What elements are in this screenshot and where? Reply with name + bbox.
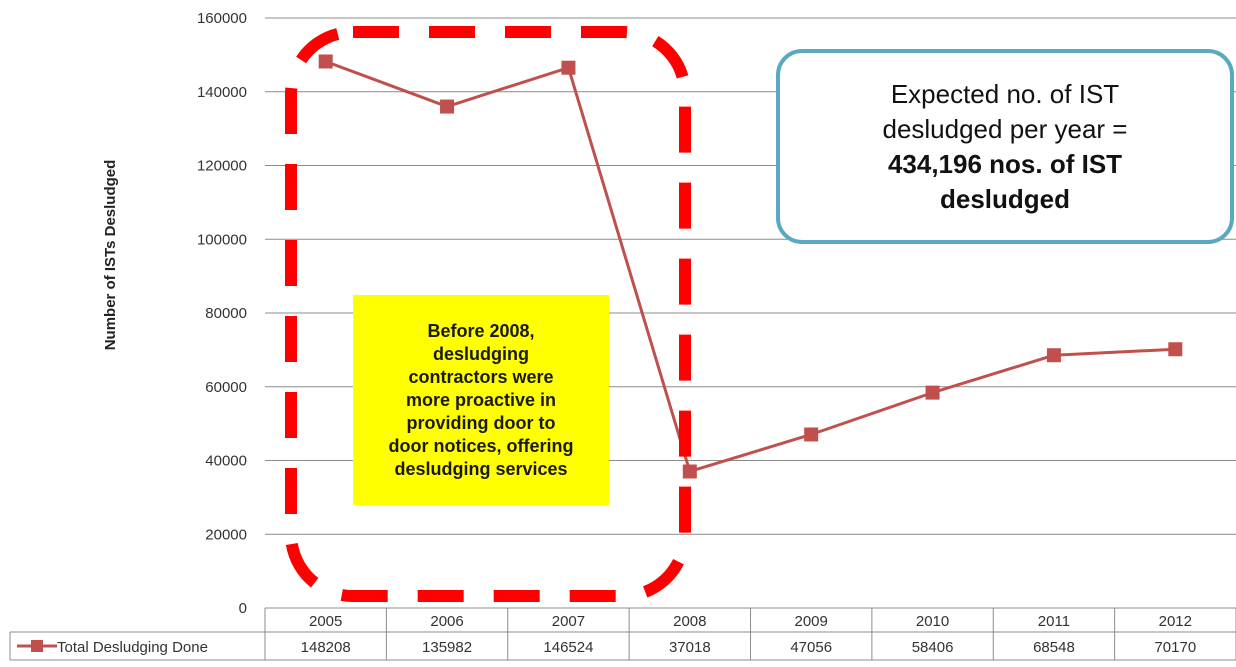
data-table-value: 135982	[422, 639, 472, 656]
y-tick-label: 0	[239, 600, 247, 617]
data-point	[440, 99, 455, 114]
pre-2008-note: Before 2008, desludging contractors were…	[353, 295, 609, 505]
note-line-1: Before 2008,	[427, 320, 535, 341]
data-point	[318, 54, 333, 69]
data-table-value: 70170	[1154, 639, 1196, 656]
note-line-5: providing door to	[406, 412, 556, 433]
data-point	[804, 427, 819, 442]
note-line-2: desludging	[433, 343, 529, 364]
callout-line-3: 434,196 nos. of IST	[887, 148, 1123, 179]
data-table-value: 148208	[301, 639, 351, 656]
x-tick-label: 2006	[430, 613, 463, 630]
y-tick-label: 60000	[205, 379, 247, 396]
x-tick-label: 2011	[1038, 613, 1070, 630]
callout-line-2: desludged per year =	[882, 113, 1128, 144]
series-total-desludging	[318, 54, 1183, 479]
data-table-value: 37018	[669, 639, 711, 656]
y-tick-label: 20000	[205, 526, 247, 543]
data-point	[1168, 342, 1183, 357]
x-tick-label: 2008	[673, 613, 706, 630]
y-axis-label: Number of ISTs Desludged	[102, 160, 119, 351]
x-tick-label: 2005	[309, 613, 342, 630]
data-point	[925, 385, 940, 400]
data-table-value: 58406	[912, 639, 954, 656]
callout-line-4: desludged	[939, 183, 1070, 214]
callout-line-1: Expected no. of IST	[890, 78, 1120, 109]
data-point	[1046, 348, 1061, 363]
note-line-4: more proactive in	[405, 389, 557, 410]
note-line-3: contractors were	[408, 366, 554, 387]
y-tick-label: 120000	[197, 158, 247, 175]
y-tick-label: 80000	[205, 305, 247, 322]
x-tick-label: 2007	[552, 613, 585, 630]
x-tick-label: 2012	[1159, 613, 1192, 630]
y-tick-label: 160000	[197, 10, 247, 27]
expected-desludging-callout: Expected no. of IST desludged per year =…	[776, 49, 1234, 244]
note-line-7: desludging services	[394, 458, 568, 479]
note-line-6: door notices, offering	[388, 435, 574, 456]
y-tick-label: 100000	[197, 231, 247, 248]
data-point	[561, 60, 576, 75]
x-tick-label: 2010	[916, 613, 949, 630]
legend-marker	[31, 640, 43, 652]
data-table-value: 146524	[543, 639, 593, 656]
y-tick-label: 40000	[205, 453, 247, 470]
series-line	[325, 60, 1176, 473]
legend-label: Total Desludging Done	[57, 639, 208, 656]
y-tick-label: 140000	[197, 84, 247, 101]
y-axis-ticks: 0 20000 40000 60000 80000 100000 120000 140000 1…	[197, 10, 247, 617]
data-table-value: 47056	[790, 639, 832, 656]
data-table: 2005 148208 2006 135982 2007 146524 2008 37018 2…	[9, 607, 1236, 661]
data-point	[682, 464, 697, 479]
x-tick-label: 2009	[795, 613, 828, 630]
data-table-value: 68548	[1033, 639, 1075, 656]
